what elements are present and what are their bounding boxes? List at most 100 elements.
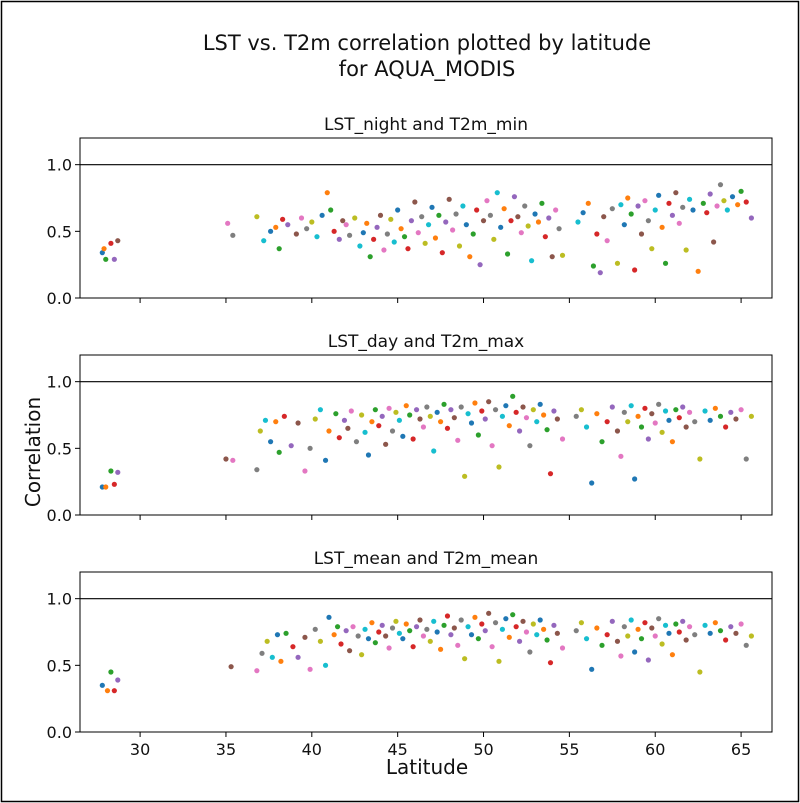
data-point [632,649,638,655]
data-point [355,633,361,639]
data-point [515,214,521,220]
data-point [669,439,676,445]
x-tick-label: 55 [559,740,579,759]
data-point [276,246,282,252]
data-point [365,636,372,642]
data-point [283,630,289,636]
data-point [724,207,730,213]
data-point [417,617,423,623]
data-point [553,207,559,213]
data-point [522,203,528,209]
data-point [695,268,701,274]
data-point [111,481,117,487]
data-point [711,239,717,245]
data-point [625,419,631,425]
data-point [346,232,353,238]
data-point [304,226,310,232]
data-point [254,214,260,220]
data-point [642,198,648,204]
data-point [465,411,471,417]
data-point [393,409,399,415]
data-point [656,616,662,622]
data-point [656,192,662,198]
data-point [618,202,624,208]
data-point [686,196,693,202]
data-point [372,407,378,413]
data-point [704,210,710,216]
data-point [228,664,234,670]
data-point [638,424,645,430]
data-point [748,215,754,221]
data-point [396,417,402,423]
data-point [551,622,557,628]
data-point [525,223,531,229]
data-point [669,212,676,218]
data-point [723,424,729,430]
data-point [472,614,478,620]
data-point [441,401,447,407]
data-point [628,403,634,409]
data-point [103,256,109,262]
data-point [601,214,607,220]
data-point [223,456,229,462]
data-point [472,400,478,406]
data-point [350,624,356,630]
data-point [319,212,325,218]
data-point [386,405,392,411]
data-point [317,638,323,644]
data-point [367,254,373,260]
data-point [686,409,693,415]
data-point [324,190,330,196]
data-point [496,658,502,664]
x-tick-label: 30 [130,740,150,759]
data-point [398,226,404,232]
data-point [635,413,641,419]
data-point [676,220,682,226]
data-point [683,247,689,253]
data-point [475,432,481,438]
data-point [717,182,724,188]
data-point [662,622,669,628]
data-point [338,641,344,647]
data-point [717,628,724,634]
data-point [115,469,121,475]
data-point [748,413,754,419]
data-point [475,636,481,642]
data-point [729,194,736,200]
data-point [384,231,390,237]
data-point [625,195,631,201]
data-point [638,231,645,237]
data-point [680,404,686,410]
data-point [649,411,655,417]
y-tick-label: 0.0 [47,723,72,742]
data-point [285,222,291,228]
data-point [403,621,409,627]
data-point [302,634,308,640]
data-point [692,632,698,638]
data-point [407,628,413,634]
axes-frame [79,571,773,733]
figure-title-line-2: for AQUA_MODIS [339,57,516,82]
data-point [717,413,724,419]
data-point [424,626,430,632]
data-point [628,617,634,623]
data-point [460,203,466,209]
data-point [707,417,713,423]
data-point [541,626,547,632]
axes-frame [79,354,773,516]
data-point [458,404,464,410]
data-point [364,220,370,226]
data-point [104,688,111,694]
data-point [580,210,586,216]
data-point [302,468,308,474]
data-point [261,238,267,244]
data-point [614,428,621,434]
data-point [559,252,566,258]
data-point [690,207,696,213]
data-point [401,234,408,240]
data-point [400,636,406,642]
data-point [474,207,480,213]
data-point [450,227,456,233]
data-point [621,624,627,630]
data-point [264,638,270,644]
